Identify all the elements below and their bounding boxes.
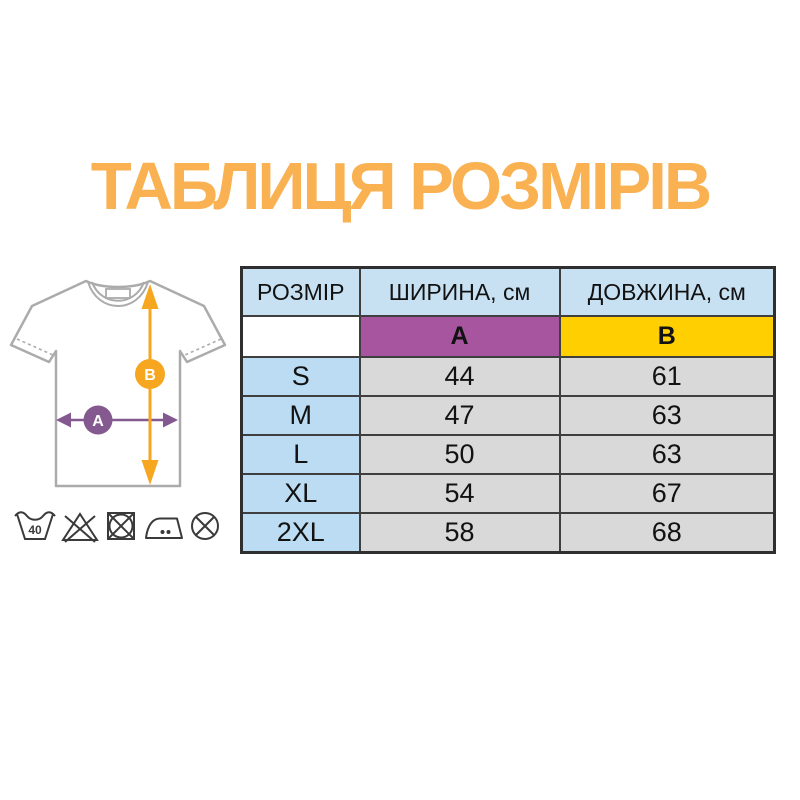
size-table: РОЗМІР ШИРИНА, см ДОВЖИНА, см A B S 44 6…: [240, 266, 776, 554]
collar-inner-line: [91, 281, 145, 302]
size-cell: S: [240, 356, 361, 397]
table-row-xl: XL 54 67: [240, 473, 776, 514]
table-row-l: L 50 63: [240, 434, 776, 475]
table-row-s: S 44 61: [240, 356, 776, 397]
width-cell: 47: [358, 395, 561, 436]
width-cell: 44: [358, 356, 561, 397]
header-length: ДОВЖИНА, см: [558, 266, 776, 317]
length-cell: 68: [558, 512, 776, 554]
neck-label: [105, 288, 131, 299]
do-not-bleach-icon: [60, 512, 99, 543]
size-cell: XL: [240, 473, 361, 514]
width-cell: 58: [358, 512, 561, 554]
left-cuff-stitch: [16, 338, 54, 356]
length-cell: 67: [558, 473, 776, 514]
length-arrow: B: [135, 284, 165, 485]
width-marker-label: A: [92, 413, 104, 430]
header-size: РОЗМІР: [240, 266, 361, 317]
page-title: ТАБЛИЦЯ РОЗМІРІВ: [90, 149, 712, 224]
tshirt-drawing: A B: [9, 279, 227, 488]
dimension-a-cell: A: [358, 315, 561, 358]
size-cell: M: [240, 395, 361, 436]
collar-outer-line: [87, 281, 149, 307]
right-cuff-stitch: [184, 338, 222, 356]
length-cell: 61: [558, 356, 776, 397]
table-row-2xl: 2XL 58 68: [240, 512, 776, 554]
length-cell: 63: [558, 395, 776, 436]
length-cell: 63: [558, 434, 776, 475]
table-header-row: РОЗМІР ШИРИНА, см ДОВЖИНА, см: [240, 266, 776, 317]
care-icons-row: 40: [14, 506, 222, 546]
do-not-dry-clean-icon: [191, 512, 219, 540]
length-marker-label: B: [144, 367, 156, 384]
header-width: ШИРИНА, см: [358, 266, 561, 317]
wash-40-icon: 40: [14, 511, 56, 540]
do-not-tumble-dry-icon: [107, 512, 135, 540]
iron-icon: [144, 517, 183, 539]
dimension-marker-row: A B: [240, 315, 776, 358]
tshirt-diagram: A B: [8, 260, 230, 495]
wash-temp-label: 40: [28, 523, 42, 537]
dimension-blank-cell: [240, 315, 361, 358]
width-arrow: A: [56, 405, 178, 435]
table-row-m: M 47 63: [240, 395, 776, 436]
tshirt-outline: [9, 279, 227, 488]
width-marker-badge: [83, 405, 113, 435]
width-cell: 54: [358, 473, 561, 514]
length-marker-badge: [135, 359, 165, 389]
width-cell: 50: [358, 434, 561, 475]
size-cell: L: [240, 434, 361, 475]
size-cell: 2XL: [240, 512, 361, 554]
dimension-b-cell: B: [558, 315, 776, 358]
